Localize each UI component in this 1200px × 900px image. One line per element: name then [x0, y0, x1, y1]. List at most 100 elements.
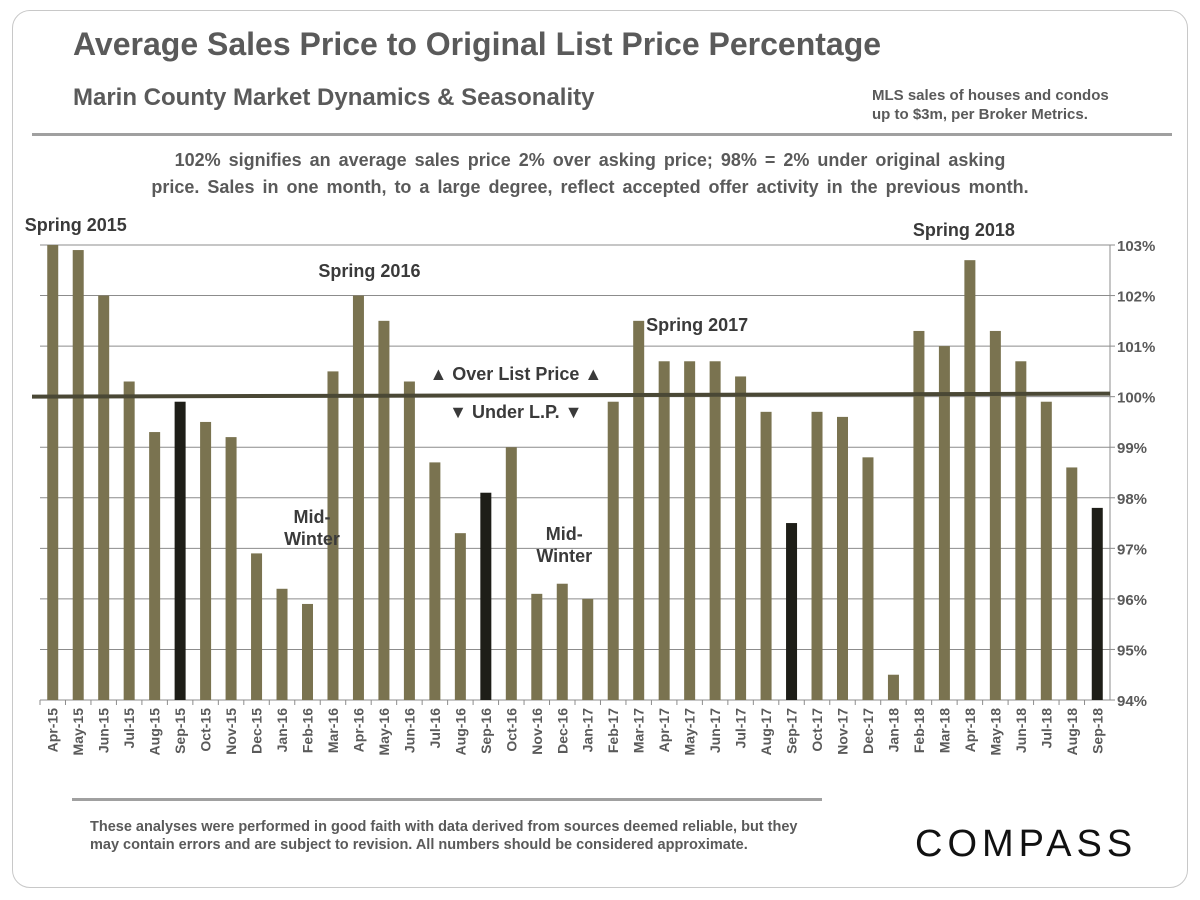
- bar: [556, 583, 568, 700]
- bar: [1091, 507, 1103, 700]
- x-tick-label: Sep-15: [172, 708, 188, 754]
- x-tick-label: Jan-18: [885, 708, 901, 753]
- source-note: MLS sales of houses and condos up to $3m…: [872, 86, 1109, 124]
- bar: [964, 260, 976, 700]
- x-tick-label: May-17: [682, 708, 698, 756]
- x-tick-label: Aug-17: [758, 708, 774, 756]
- bar: [454, 533, 466, 700]
- x-tick-label: Jul-15: [121, 708, 137, 749]
- y-tick-label: 101%: [1117, 339, 1155, 356]
- spring-2016-label: Spring 2016: [318, 261, 420, 281]
- bar: [760, 411, 772, 700]
- x-tick-label: Dec-15: [249, 708, 265, 754]
- y-tick-label: 98%: [1117, 491, 1147, 508]
- bar: [709, 361, 721, 700]
- bar: [1066, 467, 1078, 700]
- x-tick-label: Oct-15: [198, 708, 214, 752]
- over-list-price-label: ▲ Over List Price ▲: [429, 364, 602, 384]
- spring-2015-label: Spring 2015: [25, 215, 127, 235]
- footer-divider: [72, 798, 822, 801]
- page-title: Average Sales Price to Original List Pri…: [73, 26, 882, 62]
- x-tick-label: Nov-17: [835, 708, 851, 755]
- compass-logo: COMPASS: [915, 823, 1138, 865]
- bar: [735, 376, 747, 700]
- y-tick-label: 96%: [1117, 592, 1147, 609]
- header-divider: [32, 133, 1172, 136]
- list-price-line: [31, 391, 1111, 399]
- bar: [352, 295, 364, 700]
- x-tick-label: Aug-16: [452, 708, 468, 756]
- bar: [403, 381, 415, 700]
- bar: [531, 593, 543, 700]
- bar: [200, 421, 212, 700]
- x-tick-label: May-18: [987, 708, 1003, 756]
- y-tick-label: 99%: [1117, 440, 1147, 457]
- y-tick-label: 97%: [1117, 541, 1147, 558]
- bar: [251, 553, 263, 700]
- bar: [1015, 361, 1027, 700]
- bar: [98, 295, 110, 700]
- mid-winter-label: Mid-Winter: [536, 524, 592, 566]
- x-tick-label: Apr-15: [45, 708, 61, 753]
- source-line-1: MLS sales of houses and condos: [872, 87, 1109, 104]
- bar: [149, 432, 161, 700]
- bar: [658, 361, 670, 700]
- x-tick-label: Sep-16: [478, 708, 494, 754]
- bar: [429, 462, 441, 700]
- bar: [378, 320, 390, 700]
- x-tick-label: Jun-16: [401, 708, 417, 753]
- x-tick-label: Jan-16: [274, 708, 290, 753]
- disclaimer-text: These analyses were performed in good fa…: [90, 819, 798, 853]
- bar: [633, 320, 645, 700]
- y-tick-label: 94%: [1117, 693, 1147, 710]
- bar: [811, 411, 823, 700]
- bar: [47, 245, 59, 700]
- x-tick-label: Aug-15: [147, 708, 163, 756]
- x-tick-label: Feb-16: [300, 708, 316, 753]
- x-tick-label: Mar-17: [631, 708, 647, 753]
- y-tick-label: 103%: [1117, 238, 1155, 255]
- x-tick-label: Oct-16: [503, 708, 519, 752]
- bar: [989, 330, 1001, 700]
- x-tick-label: Sep-18: [1089, 708, 1105, 754]
- x-tick-label: Jan-17: [580, 708, 596, 753]
- bar: [684, 361, 696, 700]
- x-tick-label: Feb-18: [911, 708, 927, 753]
- bar: [582, 598, 594, 700]
- x-tick-label: Oct-17: [809, 708, 825, 752]
- bar: [862, 457, 874, 700]
- note-line-1: 102% signifies an average sales price 2%…: [174, 150, 1006, 170]
- x-tick-label: Apr-17: [656, 708, 672, 753]
- x-tick-label: Jul-18: [1038, 708, 1054, 749]
- x-tick-label: Dec-17: [860, 708, 876, 754]
- bar: [123, 381, 135, 700]
- spring-2017-label: Spring 2017: [646, 315, 748, 335]
- mid-winter-label: Mid-Winter: [284, 507, 340, 549]
- bar: [174, 401, 186, 700]
- bar: [480, 492, 492, 700]
- source-line-2: up to $3m, per Broker Metrics.: [872, 106, 1088, 123]
- x-tick-label: Jun-18: [1013, 708, 1029, 753]
- bar: [225, 437, 237, 700]
- bar: [1040, 401, 1052, 700]
- x-tick-label: Aug-18: [1064, 708, 1080, 756]
- x-tick-label: Jun-15: [96, 708, 112, 753]
- bar: [72, 250, 84, 701]
- x-tick-label: Sep-17: [784, 708, 800, 754]
- page-subtitle: Marin County Market Dynamics & Seasonali…: [73, 84, 595, 111]
- x-tick-label: Dec-16: [554, 708, 570, 754]
- bar: [302, 603, 313, 700]
- x-tick-label: Feb-17: [605, 708, 621, 753]
- x-tick-label: Jun-17: [707, 708, 723, 753]
- bar: [887, 674, 899, 700]
- x-tick-label: Apr-16: [350, 708, 366, 753]
- bar: [505, 447, 517, 700]
- under-list-price-label: ▼ Under L.P. ▼: [449, 402, 582, 422]
- bar: [913, 330, 925, 700]
- bar: [786, 523, 798, 700]
- bar: [607, 401, 619, 700]
- x-tick-label: Jul-17: [733, 708, 749, 749]
- x-tick-label: Apr-18: [962, 708, 978, 753]
- explanation-note: 102% signifies an average sales price 2%…: [70, 147, 1110, 201]
